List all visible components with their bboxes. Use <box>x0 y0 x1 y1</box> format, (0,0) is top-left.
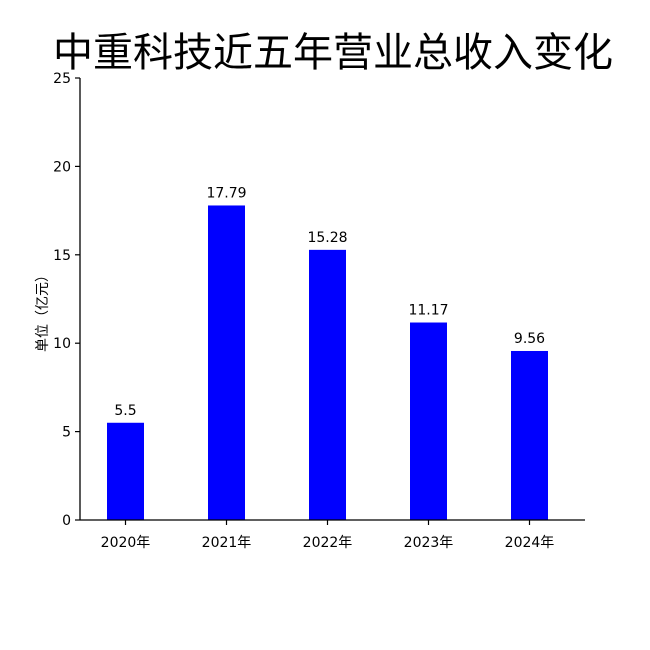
bars-layer <box>107 205 548 521</box>
y-axis-label: 单位（亿元） <box>35 268 51 352</box>
value-label: 11.17 <box>408 303 448 319</box>
chart-title: 中重科技近五年营业总收入变化 <box>53 30 613 76</box>
x-tick-label: 2022年 <box>303 535 353 551</box>
x-tick-label: 2021年 <box>202 535 252 551</box>
bar-2024年 <box>511 350 548 520</box>
y-tick-label: 15 <box>53 248 71 264</box>
y-tick-label: 5 <box>62 425 71 441</box>
value-labels-layer: 5.5 17.79 15.28 11.17 9.56 <box>114 185 545 418</box>
x-tick-label: 2024年 <box>505 535 555 551</box>
value-label: 5.5 <box>114 403 136 419</box>
y-tick-label: 20 <box>53 159 71 175</box>
bar-2022年 <box>309 249 346 520</box>
axes-layer: 0 5 10 15 20 25 2020年 2021年 2022年 2023年 2024年 <box>53 71 585 551</box>
y-tick-label: 10 <box>53 336 71 352</box>
bar-2023年 <box>410 322 447 520</box>
x-tick-label: 2020年 <box>101 535 151 551</box>
value-label: 15.28 <box>307 230 347 246</box>
y-tick-label: 0 <box>62 513 71 529</box>
value-label: 17.79 <box>206 185 246 201</box>
bar-2020年 <box>107 422 144 520</box>
x-tick-label: 2023年 <box>404 535 454 551</box>
bar-2021年 <box>208 205 245 521</box>
value-label: 9.56 <box>514 331 545 347</box>
y-tick-label: 25 <box>53 71 71 87</box>
